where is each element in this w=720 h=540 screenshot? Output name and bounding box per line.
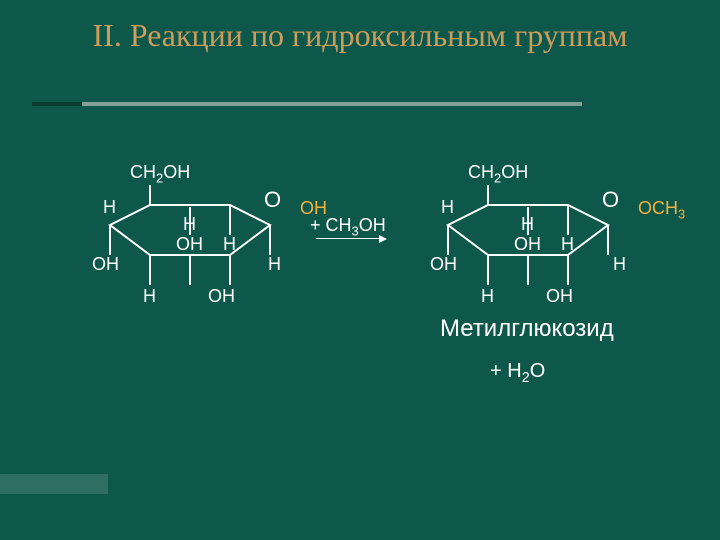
atom-label: H [613,255,626,273]
atom-label: O [602,189,619,211]
atom-label: OH [176,235,203,253]
atom-label: CH2OH [130,163,190,186]
atom-label: H [441,198,454,216]
footer-band [0,474,108,494]
atom-label: OH [546,287,573,305]
atom-label: O [264,189,281,211]
atom-label: H [561,235,574,253]
title-rule [32,102,582,106]
atom-label: H [183,215,196,233]
slide: II. Реакции по гидроксильным группам CH2… [0,0,720,540]
atom-label: H [268,255,281,273]
slide-title: II. Реакции по гидроксильным группам [0,18,720,53]
atom-label: H [481,287,494,305]
molecule-glucose: CH2OHHOHHHOHOHHHOOH [80,155,300,355]
reaction-arrow [316,238,386,239]
atom-label: H [521,215,534,233]
title-rule-accent [32,102,82,106]
byproduct-label: + H2O [490,360,545,386]
atom-label: OH [430,255,457,273]
product-label: Метилглюкозид [440,315,614,343]
atom-label: H [223,235,236,253]
atom-label: OH [514,235,541,253]
plus-reagent: + CH3OH [310,215,386,239]
atom-label: CH2OH [468,163,528,186]
atom-label: OCH3 [638,199,685,222]
atom-label: OH [92,255,119,273]
atom-label: OH [208,287,235,305]
atom-label: H [103,198,116,216]
atom-label: H [143,287,156,305]
